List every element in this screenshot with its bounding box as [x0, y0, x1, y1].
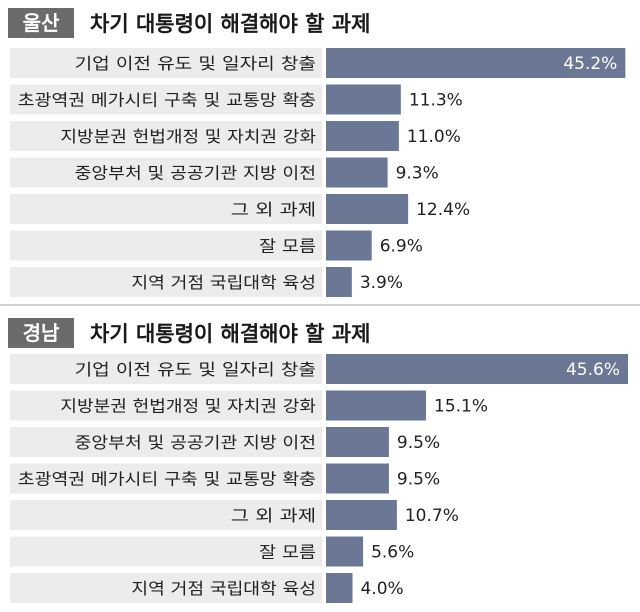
bar-row: 지역 거점 국립대학 육성 4.0% — [10, 573, 404, 603]
bar — [326, 194, 409, 224]
value-label: 45.2% — [563, 54, 617, 74]
bar-row: 초광역권 메가시티 구축 및 교통망 확충 9.5% — [10, 463, 440, 494]
bar-row: 그 외 과제 12.4% — [10, 194, 470, 224]
category-label: 기업 이전 유도 및 일자리 창출 — [75, 360, 316, 379]
category-label-bg — [10, 573, 322, 603]
category-label: 초광역권 메가시티 구축 및 교통망 확충 — [18, 91, 316, 110]
bar — [326, 121, 399, 151]
category-label-bg — [10, 500, 322, 530]
bar-row: 중앙부처 및 공공기관 지방 이전 9.5% — [10, 427, 440, 457]
bar-row: 지방분권 헌법개정 및 자치권 강화 15.1% — [10, 390, 488, 421]
category-label: 지역 거점 국립대학 육성 — [131, 273, 316, 292]
bar-row: 잘 모름 6.9% — [10, 230, 423, 261]
bar — [326, 427, 389, 457]
category-label: 지방분권 헌법개정 및 자치권 강화 — [60, 397, 316, 416]
category-label: 중앙부처 및 공공기관 지방 이전 — [75, 433, 316, 452]
category-label-bg — [10, 267, 322, 297]
bar — [326, 84, 401, 115]
category-label: 지방분권 헌법개정 및 자치권 강화 — [60, 127, 316, 146]
bar-row: 중앙부처 및 공공기관 지방 이전 9.3% — [10, 157, 439, 188]
category-label: 초광역권 메가시티 구축 및 교통망 확충 — [18, 470, 316, 489]
category-label: 그 외 과제 — [231, 506, 316, 525]
bar — [326, 48, 626, 78]
category-label-bg — [10, 48, 322, 78]
value-label: 45.6% — [566, 360, 620, 380]
region-tag-bg — [8, 318, 74, 348]
value-label: 11.3% — [409, 91, 463, 111]
bar-row: 잘 모름 5.6% — [10, 536, 414, 567]
category-label-bg — [10, 121, 322, 151]
chart-title: 차기 대통령이 해결해야 할 과제 — [90, 322, 370, 346]
bar — [326, 157, 388, 188]
category-label: 잘 모름 — [259, 543, 316, 562]
panel-separator — [0, 304, 640, 306]
category-label-bg — [10, 84, 322, 115]
category-label-bg — [10, 536, 322, 567]
value-label: 11.0% — [407, 127, 461, 147]
category-label-bg — [10, 427, 322, 457]
category-label-bg — [10, 194, 322, 224]
bar-row: 지방분권 헌법개정 및 자치권 강화 11.0% — [10, 121, 461, 151]
value-label: 4.0% — [360, 579, 403, 599]
region-tag: 울산 — [23, 11, 60, 35]
category-label-bg — [10, 230, 322, 261]
bar — [326, 463, 389, 494]
bar — [326, 573, 353, 603]
bar — [326, 536, 364, 567]
category-label-bg — [10, 354, 322, 384]
chart-title: 차기 대통령이 해결해야 할 과제 — [90, 12, 370, 36]
category-label: 잘 모름 — [259, 237, 316, 256]
value-label: 9.5% — [397, 433, 440, 453]
bar-row: 초광역권 메가시티 구축 및 교통망 확충 11.3% — [10, 84, 463, 115]
bar — [326, 230, 372, 261]
value-label: 9.5% — [397, 470, 440, 490]
bar-row: 기업 이전 유도 및 일자리 창출 45.6% — [10, 354, 628, 384]
bar — [326, 390, 427, 421]
bar-row: 지역 거점 국립대학 육성 3.9% — [10, 267, 403, 297]
category-label: 기업 이전 유도 및 일자리 창출 — [75, 54, 316, 73]
value-label: 5.6% — [371, 543, 414, 563]
bar-row: 그 외 과제 10.7% — [10, 500, 459, 530]
category-label-bg — [10, 463, 322, 494]
region-tag-bg — [8, 8, 74, 38]
value-label: 12.4% — [416, 200, 470, 220]
bar-row: 기업 이전 유도 및 일자리 창출 45.2% — [10, 48, 626, 78]
category-label-bg — [10, 157, 322, 188]
category-label: 중앙부처 및 공공기관 지방 이전 — [75, 164, 316, 183]
value-label: 10.7% — [405, 506, 459, 526]
region-tag: 경남 — [23, 321, 60, 345]
category-label: 지역 거점 국립대학 육성 — [131, 579, 316, 598]
bar — [326, 500, 397, 530]
value-label: 3.9% — [360, 273, 403, 293]
value-label: 6.9% — [380, 237, 423, 257]
value-label: 9.3% — [396, 164, 439, 184]
category-label-bg — [10, 390, 322, 421]
bar — [326, 267, 352, 297]
value-label: 15.1% — [434, 397, 488, 417]
bar — [326, 354, 628, 384]
category-label: 그 외 과제 — [231, 200, 316, 219]
